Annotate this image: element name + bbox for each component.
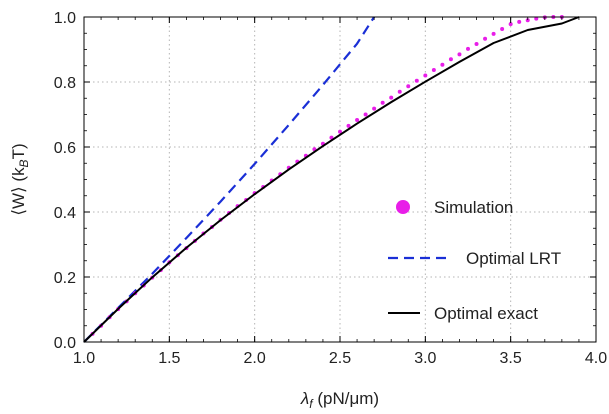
grid (84, 17, 596, 342)
simulation-point (457, 52, 462, 57)
simulation-point (525, 18, 530, 23)
simulation-point (474, 41, 479, 46)
optimal-exact-line (83, 16, 580, 343)
simulation-point (372, 106, 377, 111)
y-axis-label: ⟨W⟩ (kBT) (9, 143, 31, 215)
simulation-point (406, 84, 411, 89)
x-axis-label: λf (pN/μm) (300, 389, 379, 411)
simulation-point (466, 46, 470, 51)
x-tick-label: 1.5 (158, 350, 180, 367)
simulation-point (346, 123, 351, 128)
simulation-point (483, 36, 488, 41)
simulation-point (440, 62, 445, 67)
simulation-point (338, 129, 342, 134)
y-tick-label: 0.6 (54, 140, 76, 157)
simulation-point (508, 22, 513, 27)
x-tick-label: 2.0 (244, 350, 266, 367)
simulation-point (414, 78, 419, 83)
simulation-point (423, 73, 428, 78)
x-tick-label: 4.0 (585, 350, 607, 367)
legend: Simulation Optimal LRT Optimal exact (388, 198, 561, 323)
x-tick-label: 3.5 (500, 350, 522, 367)
legend-lrt-label: Optimal LRT (466, 249, 561, 268)
simulation-point (380, 100, 385, 105)
simulation-point (534, 16, 539, 21)
y-tick-label: 0.0 (54, 335, 76, 352)
y-tick-label: 0.4 (54, 205, 76, 222)
legend-exact-label: Optimal exact (434, 304, 538, 323)
tick-labels: 1.0 1.5 2.0 2.5 3.0 3.5 4.0 0.0 0.2 0.4 0.6 0.8 1.0 (54, 10, 607, 367)
simulation-point (397, 89, 402, 94)
y-tick-label: 0.8 (54, 75, 76, 92)
x-axis-label-symbol: λ (300, 389, 309, 408)
simulation-point (389, 95, 394, 100)
simulation-point (517, 19, 522, 24)
y-tick-label: 0.2 (54, 270, 76, 287)
legend-simulation-label: Simulation (434, 198, 513, 217)
x-axis-label-subscript: f (309, 397, 314, 411)
x-tick-label: 3.0 (414, 350, 436, 367)
x-axis-label-units: (pN/μm) (313, 389, 379, 408)
y-axis-label-rest: T) (9, 143, 28, 159)
simulation-point (431, 67, 436, 72)
optimal-lrt-line (83, 16, 376, 343)
y-tick-label: 1.0 (54, 10, 76, 27)
simulation-point (363, 112, 368, 117)
x-tick-label: 1.0 (73, 350, 95, 367)
simulation-point (500, 27, 505, 32)
simulation-point (448, 57, 453, 62)
y-axis-label-main: ⟨W⟩ (k (9, 167, 28, 216)
legend-simulation-marker (396, 200, 410, 214)
ticks (83, 16, 597, 343)
simulation-point (491, 31, 496, 36)
x-tick-label: 2.5 (329, 350, 351, 367)
series-layer (83, 15, 580, 343)
y-axis-label-subscript: B (17, 159, 31, 167)
simulation-point (355, 118, 360, 123)
